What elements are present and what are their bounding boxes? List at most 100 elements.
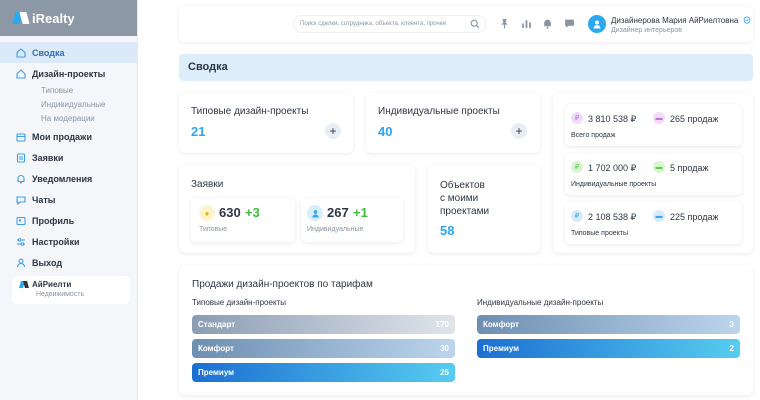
app-name: iRealty	[32, 10, 75, 26]
tariff-bar-premium-individual[interactable]: Премиум 2	[477, 339, 740, 358]
sidebar-item-label: Сводка	[32, 47, 65, 58]
card-title-line: Объектов	[440, 180, 485, 191]
sidebar-item-my-sales[interactable]: Мои продажи	[0, 126, 137, 147]
card-title: Заявки	[191, 179, 224, 190]
card-title: Типовые дизайн-проекты	[191, 106, 309, 117]
tariff-value: 2	[729, 344, 734, 353]
sidebar-subitem-individual[interactable]: Индивидуальные	[41, 100, 106, 109]
search-icon[interactable]	[470, 19, 480, 29]
tariff-name: Стандарт	[198, 320, 236, 329]
tariff-bar-premium[interactable]: Премиум 25	[192, 363, 455, 382]
sales-amount: 1 702 000 ₽	[588, 163, 637, 173]
bell-icon	[16, 174, 26, 184]
sidebar-subitem-typical[interactable]: Типовые	[41, 86, 74, 95]
card-title: Объектов с моими проектами	[440, 179, 489, 218]
card-value: 58	[440, 223, 455, 238]
sidebar-item-logout[interactable]: Выход	[0, 252, 137, 273]
profile-icon	[16, 216, 26, 226]
tariff-bar-comfort[interactable]: Комфорт 30	[192, 339, 455, 358]
stat-label: Типовые	[199, 226, 228, 233]
user-name: Дизайнерова Мария АйРиелтовна	[611, 16, 739, 25]
sales-icon	[16, 132, 26, 142]
message-icon[interactable]	[564, 18, 575, 29]
add-individual-project-button[interactable]: +	[511, 123, 527, 139]
logout-icon	[16, 258, 26, 268]
tariff-bar-comfort-individual[interactable]: Комфорт 3	[477, 315, 740, 334]
card-value: 21	[191, 124, 206, 139]
verified-icon	[743, 16, 750, 24]
company-name-row: АйРиелти	[20, 280, 130, 289]
company-badge[interactable]: АйРиелти Недвижимость	[12, 276, 130, 304]
logo-icon	[14, 11, 30, 25]
sidebar-nav: Сводка Дизайн-проекты Типовые Индивидуал…	[0, 36, 137, 273]
card-title-line: проектами	[440, 206, 490, 217]
cart-icon: ▬	[653, 161, 665, 173]
cart-icon: ▬	[653, 112, 665, 124]
sidebar-item-summary[interactable]: Сводка	[0, 42, 137, 63]
ruble-icon: ₽	[571, 161, 583, 173]
sidebar-item-label: Заявки	[32, 152, 64, 163]
search-placeholder: Поиск сделки, сотрудника, объекта, клиен…	[300, 21, 447, 27]
bell-icon[interactable]	[542, 18, 553, 29]
stat-value: 630	[219, 205, 241, 220]
user-name-row[interactable]: Дизайнерова Мария АйРиелтовна	[611, 16, 751, 25]
add-typical-project-button[interactable]: +	[325, 123, 341, 139]
ruble-icon: ₽	[571, 112, 583, 124]
sidebar-item-chats[interactable]: Чаты	[0, 189, 137, 210]
tariffs-card: Продажи дизайн-проектов по тарифам Типов…	[179, 265, 753, 395]
card-title: Индивидуальные проекты	[378, 106, 500, 117]
stats-icon[interactable]	[521, 18, 532, 29]
typical-projects-card[interactable]: Типовые дизайн-проекты 21 +	[179, 93, 353, 153]
individual-tariffs-label: Индивидуальные дизайн-проекты	[477, 298, 604, 307]
typical-tariffs-label: Типовые дизайн-проекты	[192, 298, 286, 307]
sidebar-subitem-moderation[interactable]: На модерации	[41, 114, 95, 123]
sales-label: Всего продаж	[571, 132, 616, 139]
chat-icon	[16, 195, 26, 205]
sidebar-item-label: Мои продажи	[32, 131, 92, 142]
card-title: Продажи дизайн-проектов по тарифам	[192, 279, 373, 290]
stat-delta: +3	[245, 205, 260, 220]
sidebar: iRealty Сводка Дизайн-проекты Типовые Ин…	[0, 0, 138, 400]
user-icon	[593, 20, 601, 29]
tariff-value: 25	[440, 368, 449, 377]
company-subtitle: Недвижимость	[36, 291, 85, 298]
sales-total[interactable]: ₽ 3 810 538 ₽ ▬ 265 продаж Всего продаж	[565, 104, 742, 146]
sales-typical[interactable]: ₽ 2 108 538 ₽ ▬ 225 продаж Типовые проек…	[565, 202, 742, 244]
requests-card: Заявки ● 630 +3 Типовые 267 +1 Индивидуа…	[179, 165, 415, 253]
sales-individual[interactable]: ₽ 1 702 000 ₽ ▬ 5 продаж Индивидуальные …	[565, 153, 742, 195]
sidebar-item-notifications[interactable]: Уведомления	[0, 168, 137, 189]
sales-count: 265 продаж	[670, 114, 719, 124]
objects-card[interactable]: Объектов с моими проектами 58	[428, 165, 540, 253]
sidebar-item-label: Выход	[32, 257, 63, 268]
tariff-bar-standard[interactable]: Стандарт 170	[192, 315, 455, 334]
tariff-name: Премиум	[198, 368, 235, 377]
top-bar: Поиск сделки, сотрудника, объекта, клиен…	[179, 6, 753, 42]
requests-typical[interactable]: ● 630 +3 Типовые	[191, 198, 295, 242]
sales-summary-card: ₽ 3 810 538 ₽ ▬ 265 продаж Всего продаж …	[553, 93, 753, 253]
cart-icon: ▬	[653, 210, 665, 222]
sales-label: Типовые проекты	[571, 230, 628, 237]
individual-projects-card[interactable]: Индивидуальные проекты 40 +	[366, 93, 540, 153]
design-icon	[16, 68, 26, 79]
sidebar-item-settings[interactable]: Настройки	[0, 231, 137, 252]
pin-icon[interactable]	[499, 18, 510, 29]
sidebar-item-label: Профиль	[32, 215, 75, 226]
sidebar-item-label: Чаты	[32, 194, 56, 205]
tariff-name: Комфорт	[198, 344, 234, 353]
person-icon	[307, 205, 323, 221]
tariff-name: Комфорт	[483, 320, 519, 329]
sidebar-item-requests[interactable]: Заявки	[0, 147, 137, 168]
avatar[interactable]	[588, 15, 606, 33]
sidebar-item-design-projects[interactable]: Дизайн-проекты	[0, 63, 137, 84]
tariff-value: 3	[729, 320, 734, 329]
user-role: Дизайнер интерьеров	[611, 27, 682, 34]
logo[interactable]: iRealty	[0, 0, 137, 36]
settings-icon	[16, 237, 26, 247]
requests-individual[interactable]: 267 +1 Индивидуальные	[301, 198, 403, 242]
sidebar-item-label: Дизайн-проекты	[32, 68, 106, 79]
card-title-line: с моими	[440, 193, 479, 204]
sales-amount: 2 108 538 ₽	[588, 212, 637, 222]
sidebar-item-profile[interactable]: Профиль	[0, 210, 137, 231]
stat-label: Индивидуальные	[307, 226, 364, 233]
search-input[interactable]: Поиск сделки, сотрудника, объекта, клиен…	[293, 15, 487, 33]
